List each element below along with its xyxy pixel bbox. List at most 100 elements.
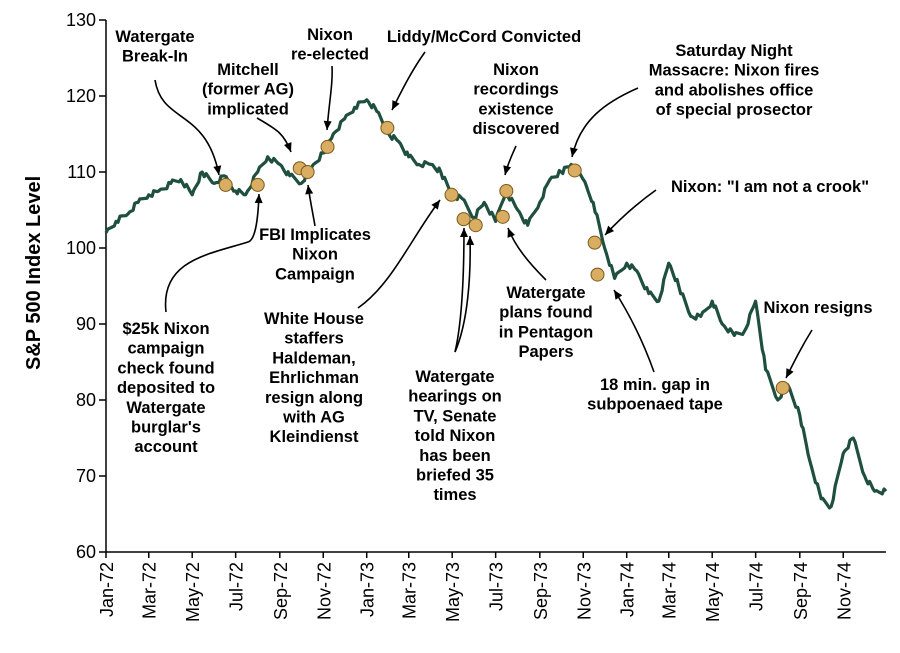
annotation-hearings: Watergate hearings on TV, Senate told Nixon… xyxy=(408,368,502,504)
pentagon-arrow-head xyxy=(507,228,515,238)
annotation-line: existence xyxy=(478,100,553,118)
annotation-line: Watergate xyxy=(506,284,585,302)
pentagon-arrow xyxy=(507,227,547,281)
annotation-recordings: Nixon recordings existence discovered xyxy=(472,61,559,138)
crook-arrow-head xyxy=(605,225,615,235)
x-tick-label: Nov-72 xyxy=(314,562,334,620)
y-axis: 60 70 80 90 100 110 120 130 xyxy=(66,10,107,562)
check-arrow xyxy=(164,193,260,313)
event-marker xyxy=(587,235,602,250)
annotation-pentagon: Watergate plans found in Pentagon Papers xyxy=(499,284,593,361)
y-tick-label: 60 xyxy=(76,542,96,562)
annotation-line: Nixon resigns xyxy=(763,299,872,317)
y-tick-label: 130 xyxy=(66,10,96,30)
event-marker xyxy=(300,165,315,179)
annotation-line: burglar's xyxy=(131,419,201,437)
x-tick-label: Jan-74 xyxy=(618,562,638,617)
annotation-line: TV, Senate xyxy=(414,407,497,425)
annotation-line: discovered xyxy=(472,120,559,138)
annotation-line: $25k Nixon xyxy=(122,320,209,338)
annotation-line: and abolishes office xyxy=(655,81,814,99)
annotation-line: Haldeman, xyxy=(272,349,355,367)
event-marker xyxy=(218,177,233,192)
x-tick-label: May-74 xyxy=(703,562,723,622)
x-tick-label: Nov-74 xyxy=(834,562,854,620)
gap-arrow xyxy=(613,289,655,373)
sp500-series-line xyxy=(104,98,888,510)
event-marker xyxy=(499,184,514,198)
y-tick-label: 120 xyxy=(66,86,96,106)
annotation-line: briefed 35 xyxy=(416,467,494,485)
annotation-line: Papers xyxy=(518,343,573,361)
annotation-line: Mitchell xyxy=(217,61,278,79)
annotation-gap: 18 min. gap in subpoenaed tape xyxy=(587,376,723,414)
hearings-arrow-2-head xyxy=(466,236,475,246)
whitehouse-arrow-head xyxy=(431,200,440,210)
resigns-arrow-head xyxy=(786,368,794,378)
event-marker xyxy=(495,209,510,224)
x-tick-label: May-72 xyxy=(183,562,203,622)
annotation-line: times xyxy=(433,486,476,504)
crook-arrow xyxy=(604,189,657,236)
x-tick-label: Sep-74 xyxy=(791,562,811,620)
annotation-line: check found xyxy=(117,359,214,377)
annotation-line: in Pentagon xyxy=(499,323,593,341)
x-tick-label: May-73 xyxy=(443,562,463,622)
liddy-arrow xyxy=(391,51,426,111)
annotation-line: Liddy/McCord Convicted xyxy=(387,28,581,46)
annotation-resigns: Nixon resigns xyxy=(763,299,872,317)
annotation-reelected: Nixon re-elected xyxy=(291,26,369,64)
watergate-arrow-head xyxy=(213,165,222,175)
check-arrow-head xyxy=(254,194,263,204)
annotation-liddy: Liddy/McCord Convicted xyxy=(387,28,581,46)
annotation-line: Nixon xyxy=(307,26,353,44)
annotation-line: account xyxy=(134,438,198,456)
event-marker xyxy=(380,120,395,135)
annotation-line: Watergate xyxy=(415,368,494,386)
annotation-line: staffers xyxy=(284,330,344,348)
annotation-check: $25k Nixon campaign check found deposited t… xyxy=(117,320,215,456)
x-tick-label: Nov-73 xyxy=(574,562,594,620)
annotation-line: Watergate xyxy=(115,28,194,46)
annotation-line: Nixon xyxy=(292,246,338,264)
x-tick-label: Sep-72 xyxy=(271,562,291,620)
massacre-arrow-head xyxy=(569,147,578,157)
annotation-line: Watergate xyxy=(126,399,205,417)
x-tick-label: Mar-72 xyxy=(140,562,160,619)
plot-area xyxy=(104,98,888,510)
annotation-line: Nixon: "I am not a crook" xyxy=(671,178,869,196)
annotation-line: deposited to xyxy=(117,379,215,397)
x-tick-label: Jul-74 xyxy=(747,562,767,611)
event-marker xyxy=(468,218,483,233)
annotation-line: implicated xyxy=(207,100,289,118)
annotation-line: recordings xyxy=(473,81,558,99)
annotation-line: Nixon xyxy=(493,61,539,79)
annotation-line: (former AG) xyxy=(202,81,294,99)
x-tick-label: Jan-73 xyxy=(358,562,378,617)
recordings-arrow-head xyxy=(503,165,512,175)
annotation-line: Break-In xyxy=(122,48,188,66)
watergate-arrow xyxy=(154,79,220,176)
annotation-line: with AG xyxy=(282,409,345,427)
x-tick-label: Mar-74 xyxy=(660,562,680,619)
annotation-line: Massacre: Nixon fires xyxy=(649,62,820,80)
event-marker xyxy=(590,267,605,282)
liddy-arrow-head xyxy=(392,100,400,110)
annotation-line: resign along xyxy=(265,389,363,407)
annotation-line: Ehrlichman xyxy=(269,369,359,387)
y-tick-label: 100 xyxy=(66,238,96,258)
mitchell-arrow-head xyxy=(284,142,292,152)
hearings-arrow-1-head xyxy=(460,228,468,237)
annotation-crook: Nixon: "I am not a crook" xyxy=(671,178,869,196)
massacre-arrow xyxy=(571,87,639,158)
reelected-arrow-head xyxy=(323,120,332,130)
event-marker xyxy=(775,380,790,395)
event-marker xyxy=(456,212,471,227)
whitehouse-arrow xyxy=(357,199,441,309)
gap-arrow-head xyxy=(614,290,623,300)
reelected-arrow xyxy=(326,65,333,131)
annotation-line: Campaign xyxy=(275,265,355,283)
annotation-layer: Watergate Break-In Mitchell (former AG) impl… xyxy=(115,26,872,504)
x-tick-label: Jul-72 xyxy=(227,562,247,611)
